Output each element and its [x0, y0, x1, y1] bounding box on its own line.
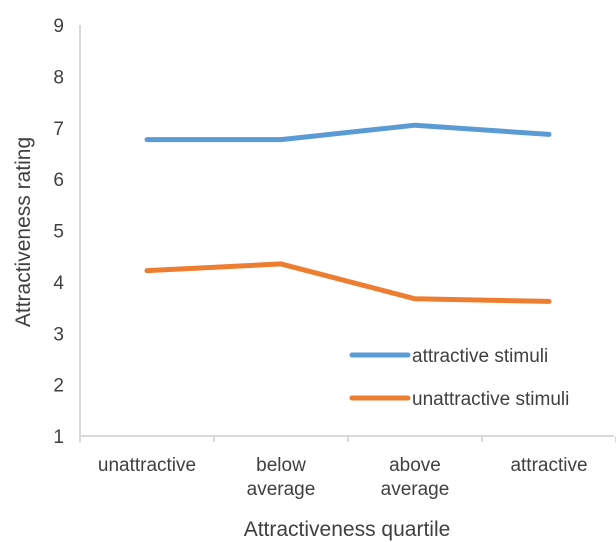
- series-lines: [144, 122, 552, 304]
- x-axis: unattractive below average above average attr…: [79, 435, 616, 500]
- y-tick-label: 5: [53, 222, 64, 243]
- y-axis-title: Attractiveness rating: [12, 137, 35, 327]
- series-line-2: [144, 261, 552, 304]
- x-tick-label: attractive: [510, 455, 587, 476]
- y-tick-label: 4: [53, 273, 64, 294]
- y-tick-label: 8: [53, 67, 64, 88]
- y-tick-label: 1: [53, 427, 64, 448]
- legend-label: attractive stimuli: [412, 346, 548, 367]
- y-axis: 1 2 3 4 5 6 7 8 9: [53, 16, 81, 448]
- x-tick-label: below average: [247, 455, 316, 500]
- y-tick-label: 2: [53, 376, 64, 397]
- y-tick-label: 3: [53, 324, 64, 345]
- y-tick-label: 9: [53, 16, 64, 37]
- x-tick-label: above average: [381, 455, 450, 500]
- legend: attractive stimuli unattractive stimuli: [349, 346, 569, 410]
- x-tick-label: unattractive: [98, 455, 196, 476]
- legend-label: unattractive stimuli: [412, 389, 569, 410]
- x-axis-title: Attractiveness quartile: [244, 518, 451, 541]
- series-line-1: [144, 122, 552, 143]
- y-tick-label: 6: [53, 170, 64, 191]
- y-tick-label: 7: [53, 119, 64, 140]
